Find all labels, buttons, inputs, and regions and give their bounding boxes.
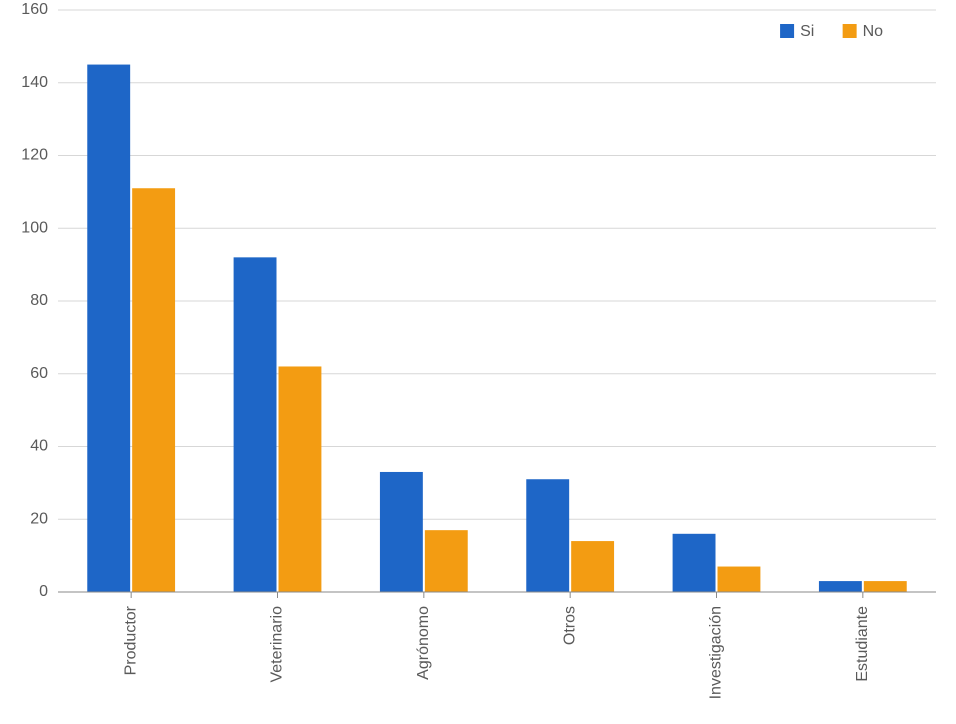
bar [132,188,175,592]
bar [819,581,862,592]
x-tick-label: Otros [561,606,578,645]
y-tick-label: 140 [21,74,48,91]
y-tick-label: 60 [30,365,48,382]
bar [864,581,907,592]
y-tick-label: 40 [30,438,48,455]
legend-swatch [780,24,794,38]
y-tick-label: 80 [30,292,48,309]
x-tick-label: Estudiante [854,606,871,682]
legend-swatch [843,24,857,38]
bar [526,479,569,592]
y-tick-label: 120 [21,147,48,164]
y-tick-label: 0 [39,583,48,600]
x-tick-label: Veterinario [269,606,286,683]
bar [234,257,277,592]
x-tick-label: Productor [122,605,139,675]
y-tick-label: 20 [30,510,48,527]
legend-label: No [863,23,884,40]
bar [87,65,130,592]
bar-chart: 0 20 40 60 80 100 120 140 160 Productor Veterinari… [0,0,956,724]
bar [279,366,322,592]
bar [718,567,761,592]
bar [673,534,716,592]
y-tick-label: 100 [21,219,48,236]
legend-label: Si [800,23,814,40]
bar [571,541,614,592]
bar [380,472,423,592]
chart-svg: 0 20 40 60 80 100 120 140 160 Productor Veterinari… [0,0,956,724]
x-tick-label: Agrónomo [415,606,432,680]
y-tick-label: 160 [21,1,48,18]
bar [425,530,468,592]
x-tick-label: Investigación [708,606,725,699]
